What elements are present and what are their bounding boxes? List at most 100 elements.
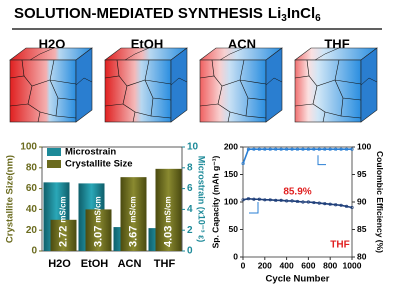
y-tick-label: 50 — [229, 224, 239, 234]
annotation: 2.72 mS/cm — [57, 196, 69, 247]
data-point — [279, 198, 283, 202]
legend-swatch — [47, 148, 61, 156]
y2-tick-label: 85 — [357, 224, 367, 234]
grain-boundary — [314, 47, 340, 61]
x-tick-label: EtOH — [81, 258, 109, 270]
grain-boundary — [55, 115, 77, 119]
y2-tick-label: 4 — [187, 204, 193, 215]
title: SOLUTION-MEDIATED SYNTHESIS Li3InCl6 — [14, 5, 321, 24]
data-point — [317, 147, 321, 151]
data-point — [317, 201, 321, 205]
data-point — [285, 199, 289, 203]
data-point — [323, 202, 327, 206]
grain-boundary — [312, 85, 326, 123]
cube-front — [104, 59, 172, 123]
data-point — [257, 197, 261, 201]
cube-side — [265, 47, 283, 123]
data-point — [306, 147, 311, 151]
x-tick-label: 800 — [323, 260, 337, 270]
annotation: THF — [330, 240, 349, 251]
data-point — [268, 147, 272, 151]
formula: 6 — [315, 13, 321, 24]
grain-boundary — [122, 85, 136, 123]
data-point — [301, 200, 305, 204]
y-tick-label: 80 — [26, 162, 38, 173]
data-point — [285, 147, 289, 151]
grain-boundary — [27, 85, 41, 123]
bar — [50, 219, 77, 251]
arrow — [317, 155, 326, 166]
grain-boundary — [9, 103, 29, 107]
data-point — [301, 147, 305, 151]
annotation-value: 2.72 — [57, 226, 69, 247]
data-point — [246, 147, 251, 151]
y-tick-label: 100 — [20, 142, 37, 153]
data-point — [274, 198, 278, 202]
data-point — [328, 202, 332, 206]
grain-boundary — [104, 103, 124, 107]
annotation-value: 3.67 — [127, 226, 139, 247]
data-point — [279, 147, 283, 151]
y-tick-label: 100 — [224, 196, 238, 206]
y2-tick-label: 10 — [187, 142, 199, 153]
x-tick-label: 600 — [301, 260, 315, 270]
annotation-unit: mS/cm — [94, 196, 103, 222]
data-point — [323, 147, 327, 151]
x-tick-label: ACN — [118, 258, 142, 270]
data-point — [274, 147, 278, 151]
y2-tick-label: 0 — [187, 246, 193, 257]
grain-boundary — [144, 59, 150, 81]
legend-label: Microstrain — [65, 147, 116, 158]
data-point — [263, 198, 267, 202]
grain-boundary — [49, 59, 55, 81]
formula: 3 — [281, 13, 287, 24]
legend-label: Crystallite Size — [65, 159, 133, 170]
data-point — [334, 147, 338, 151]
data-point — [312, 147, 316, 151]
cube-front — [294, 59, 362, 123]
grain-boundary — [306, 59, 310, 77]
cube-label: H2O — [39, 36, 66, 51]
data-point — [295, 199, 300, 204]
bar — [85, 209, 112, 251]
y2-axis-label: Microstrain (x10⁻³ ε) — [197, 156, 207, 243]
formula: Li — [268, 5, 281, 22]
title-bar: SOLUTION-MEDIATED SYNTHESIS Li3InCl6 — [12, 5, 382, 30]
data-point — [339, 147, 343, 151]
data-point — [246, 197, 251, 201]
data-point — [290, 147, 294, 151]
y2-axis-label: Coulombic Efficiency (%) — [375, 151, 385, 253]
x-tick-label: 200 — [258, 260, 272, 270]
y-axis-label: Crystallite Size(nm) — [5, 155, 16, 243]
cube-front — [9, 59, 77, 123]
data-point — [257, 147, 261, 151]
data-point — [295, 147, 300, 151]
annotation: 3.07 mS/cm — [92, 196, 104, 247]
data-line — [242, 197, 353, 209]
grain-boundary — [219, 47, 245, 61]
y-axis-label: Sp. Capacity (mAh g⁻¹) — [210, 155, 220, 248]
legend-swatch — [47, 160, 61, 168]
grain-boundary — [116, 59, 120, 77]
title-text: SOLUTION-MEDIATED SYNTHESIS — [14, 5, 263, 22]
formula: InCl — [287, 5, 315, 22]
grain-boundary — [150, 115, 172, 119]
y2-tick-label: 100 — [357, 141, 371, 151]
data-point — [252, 197, 256, 201]
annotation-unit: mS/cm — [129, 196, 138, 222]
cube-label: EtOH — [131, 36, 164, 51]
y2-tick-label: 95 — [357, 169, 367, 179]
grain-boundary — [199, 103, 219, 107]
grain-boundary — [211, 59, 215, 77]
annotation: 4.03 mS/cm — [162, 196, 174, 247]
data-point — [350, 205, 354, 210]
data-point — [350, 147, 354, 151]
grain-boundary — [334, 59, 340, 81]
grain-boundary — [294, 103, 314, 107]
annotation-value: 4.03 — [162, 226, 174, 247]
data-point — [306, 200, 311, 204]
cube-side — [75, 47, 93, 123]
grain-boundary — [360, 77, 378, 86]
data-point — [312, 200, 316, 205]
